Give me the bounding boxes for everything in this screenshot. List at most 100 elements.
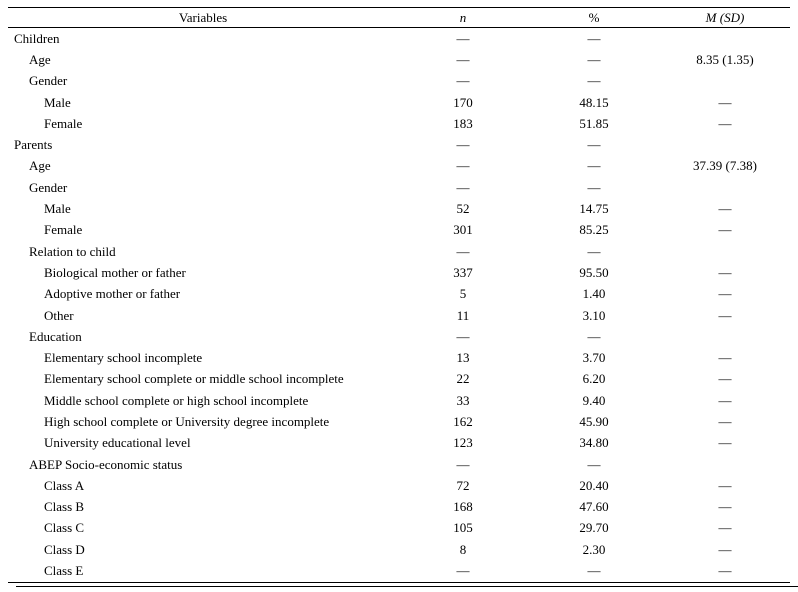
row-n-value: 8 (459, 541, 467, 557)
row-msd-value: — (718, 115, 732, 131)
table-row: Class C 105 29.70 — (8, 518, 790, 539)
table-body: Children — — Age — — 8.35 (1.35) Gender … (8, 28, 790, 583)
row-label: Elementary school complete or middle sch… (44, 371, 344, 387)
row-percent-value: — (587, 563, 601, 579)
row-percent-value: 3.10 (582, 307, 606, 323)
table-row: Other 11 3.10 — (8, 305, 790, 326)
row-msd-value (660, 326, 790, 347)
row-label: Male (44, 94, 71, 110)
row-msd-value: — (718, 286, 732, 302)
row-n-value: 168 (453, 499, 473, 515)
row-percent-value: 48.15 (579, 94, 609, 110)
row-label: Female (44, 222, 83, 238)
row-label: Parents (14, 137, 53, 153)
row-label: Other (44, 307, 74, 323)
bottom-rule (16, 585, 798, 587)
row-percent-value: — (587, 328, 601, 344)
column-header-variables: Variables (8, 7, 398, 28)
row-n-value: — (456, 456, 470, 472)
row-msd-value: — (718, 563, 732, 579)
row-percent-value: 20.40 (579, 477, 609, 493)
row-n-value: 162 (453, 413, 473, 429)
row-msd-value: 37.39 (7.38) (693, 158, 757, 174)
row-n-value: — (456, 179, 470, 195)
table-row: Middle school complete or high school in… (8, 390, 790, 411)
row-percent-value: — (587, 243, 601, 259)
row-n-value: — (456, 243, 470, 259)
row-label: University educational level (44, 435, 191, 451)
row-percent-value: 2.30 (582, 541, 606, 557)
table-row: Elementary school incomplete 13 3.70 — (8, 347, 790, 368)
row-n-value: 13 (456, 350, 470, 366)
table-row: Gender — — (8, 177, 790, 198)
table-row: Adoptive mother or father 5 1.40 — (8, 284, 790, 305)
row-label: Class D (44, 541, 85, 557)
row-percent-value: 9.40 (582, 392, 606, 408)
table-row: Male 170 48.15 — (8, 92, 790, 113)
row-n-value: — (456, 328, 470, 344)
row-msd-value (660, 177, 790, 198)
table-row: Education — — (8, 326, 790, 347)
row-percent-value: 29.70 (579, 520, 609, 536)
table-row: Class A 72 20.40 — (8, 475, 790, 496)
row-percent-value: 95.50 (579, 264, 609, 280)
row-msd-value: — (718, 413, 732, 429)
row-msd-value: 8.35 (1.35) (696, 51, 754, 67)
row-percent-value: 34.80 (579, 435, 609, 451)
row-percent-value: 6.20 (582, 371, 606, 387)
row-label: Class C (44, 520, 85, 536)
row-msd-value (660, 71, 790, 92)
row-msd-value (660, 134, 790, 155)
row-percent-value: — (587, 30, 601, 46)
row-msd-value: — (718, 477, 732, 493)
row-msd-value: — (718, 222, 732, 238)
row-n-value: — (456, 137, 470, 153)
row-msd-value: — (718, 307, 732, 323)
row-n-value: 72 (456, 477, 470, 493)
table-row: Class D 8 2.30 — (8, 539, 790, 560)
column-header-n: n (398, 7, 528, 28)
row-msd-value: — (718, 435, 732, 451)
row-percent-value: — (587, 51, 601, 67)
table-row: Age — — 37.39 (7.38) (8, 156, 790, 177)
table-row: Class B 168 47.60 — (8, 497, 790, 518)
row-label: Biological mother or father (44, 264, 186, 280)
row-n-value: — (456, 563, 470, 579)
row-label: Male (44, 201, 71, 217)
row-n-value: 11 (456, 307, 470, 323)
row-n-value: — (456, 73, 470, 89)
row-n-value: 22 (456, 371, 470, 387)
row-n-value: 301 (453, 222, 473, 238)
row-label: Female (44, 115, 83, 131)
row-percent-value: 45.90 (579, 413, 609, 429)
row-percent-value: — (587, 137, 601, 153)
row-msd-value: — (718, 94, 732, 110)
table-row: Male 52 14.75 — (8, 198, 790, 219)
row-label: Children (14, 30, 60, 46)
row-msd-value: — (718, 541, 732, 557)
table-row: Relation to child — — (8, 241, 790, 262)
row-percent-value: 85.25 (579, 222, 609, 238)
row-percent-value: 1.40 (582, 286, 606, 302)
row-n-value: — (456, 158, 470, 174)
row-msd-value (660, 241, 790, 262)
row-label: Elementary school incomplete (44, 350, 203, 366)
row-msd-value (660, 454, 790, 475)
row-n-value: 123 (453, 435, 473, 451)
row-msd-value: — (718, 350, 732, 366)
row-n-value: — (456, 51, 470, 67)
row-percent-value: 14.75 (579, 201, 609, 217)
table-row: Female 183 51.85 — (8, 113, 790, 134)
table-row: Gender — — (8, 71, 790, 92)
row-percent-value: — (587, 179, 601, 195)
row-percent-value: 3.70 (582, 350, 606, 366)
row-label: Age (29, 158, 51, 174)
row-label: High school complete or University degre… (44, 413, 330, 429)
table-row: Parents — — (8, 134, 790, 155)
row-label: Education (29, 328, 82, 344)
row-label: ABEP Socio-economic status (29, 456, 183, 472)
table-row: Children — — (8, 28, 790, 50)
table-row: Elementary school complete or middle sch… (8, 369, 790, 390)
row-n-value: 183 (453, 115, 473, 131)
